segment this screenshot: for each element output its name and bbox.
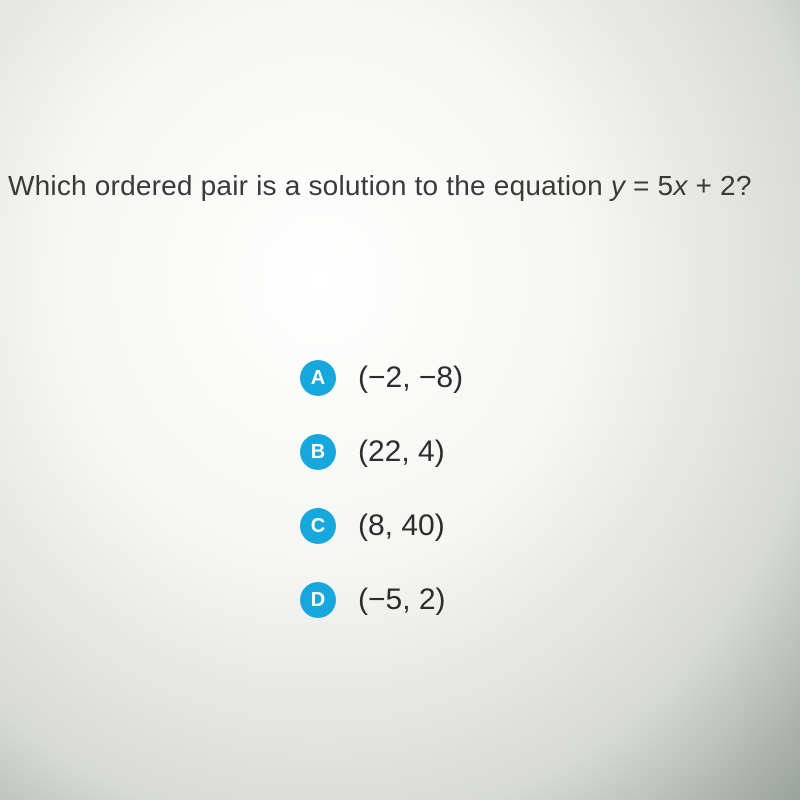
question-var-x: x (673, 170, 687, 201)
option-a[interactable]: A (−2, −8) (300, 360, 463, 396)
option-badge-d: D (300, 582, 336, 618)
option-d[interactable]: D (−5, 2) (300, 582, 463, 618)
options-list: A (−2, −8) B (22, 4) C (8, 40) D (−5, 2) (300, 360, 463, 656)
question-text: Which ordered pair is a solution to the … (0, 170, 800, 202)
option-text-d: (−5, 2) (358, 583, 446, 617)
question-suffix: + 2? (688, 170, 752, 201)
question-prefix: Which ordered pair is a solution to the … (8, 170, 611, 201)
option-text-a: (−2, −8) (358, 361, 463, 395)
option-badge-c: C (300, 508, 336, 544)
question-var-y: y (611, 170, 625, 201)
question-eq: = 5 (625, 170, 673, 201)
option-badge-a: A (300, 360, 336, 396)
option-badge-b: B (300, 434, 336, 470)
option-text-b: (22, 4) (358, 435, 445, 469)
option-c[interactable]: C (8, 40) (300, 508, 463, 544)
option-b[interactable]: B (22, 4) (300, 434, 463, 470)
option-text-c: (8, 40) (358, 509, 445, 543)
